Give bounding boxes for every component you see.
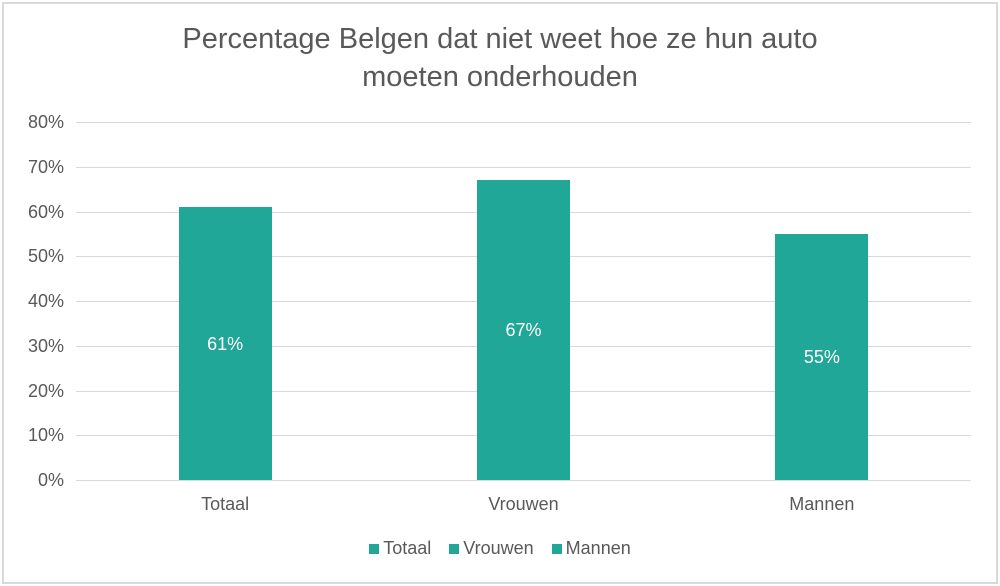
y-tick-label: 60% — [27, 201, 64, 222]
plot-area: 61% 67% 55% — [76, 122, 971, 481]
y-tick-label: 20% — [27, 380, 64, 401]
legend-swatch-icon — [449, 544, 460, 554]
legend-label: Vrouwen — [463, 538, 534, 558]
y-tick-label: 40% — [27, 291, 64, 311]
bar-mannen: 55% — [775, 233, 869, 480]
chart-legend: Totaal Vrouwen Mannen — [0, 538, 1000, 558]
x-tick-label: Mannen — [789, 494, 855, 514]
legend-item-totaal: Totaal — [369, 538, 431, 558]
gridline — [76, 122, 971, 123]
bar-totaal: 61% — [178, 207, 272, 480]
y-tick-label: 70% — [27, 156, 64, 177]
y-tick-label: 10% — [27, 425, 64, 446]
legend-label: Totaal — [383, 538, 432, 558]
gridline — [76, 166, 971, 168]
x-tick-label: Totaal — [201, 494, 250, 514]
legend-item-mannen: Mannen — [551, 538, 631, 558]
x-tick-label: Vrouwen — [488, 494, 559, 514]
legend-swatch-icon — [551, 544, 562, 554]
data-label: 61% — [207, 333, 244, 354]
gridline — [76, 480, 971, 481]
y-tick-label: 80% — [27, 112, 64, 132]
legend-item-vrouwen: Vrouwen — [449, 538, 534, 558]
legend-swatch-icon — [369, 544, 380, 554]
legend-label: Mannen — [565, 538, 631, 558]
bar-vrouwen: 67% — [477, 180, 570, 480]
y-tick-label: 0% — [37, 470, 64, 490]
chart-title-line-1: Percentage Belgen dat niet weet hoe ze h… — [182, 23, 818, 55]
y-tick-label: 30% — [27, 335, 64, 356]
chart-title: Percentage Belgen dat niet weet hoe ze h… — [0, 20, 1000, 96]
data-label: 55% — [803, 346, 840, 367]
y-tick-label: 50% — [27, 246, 64, 267]
chart-title-line-2: moeten onderhouden — [362, 61, 638, 93]
data-label: 67% — [505, 320, 542, 341]
